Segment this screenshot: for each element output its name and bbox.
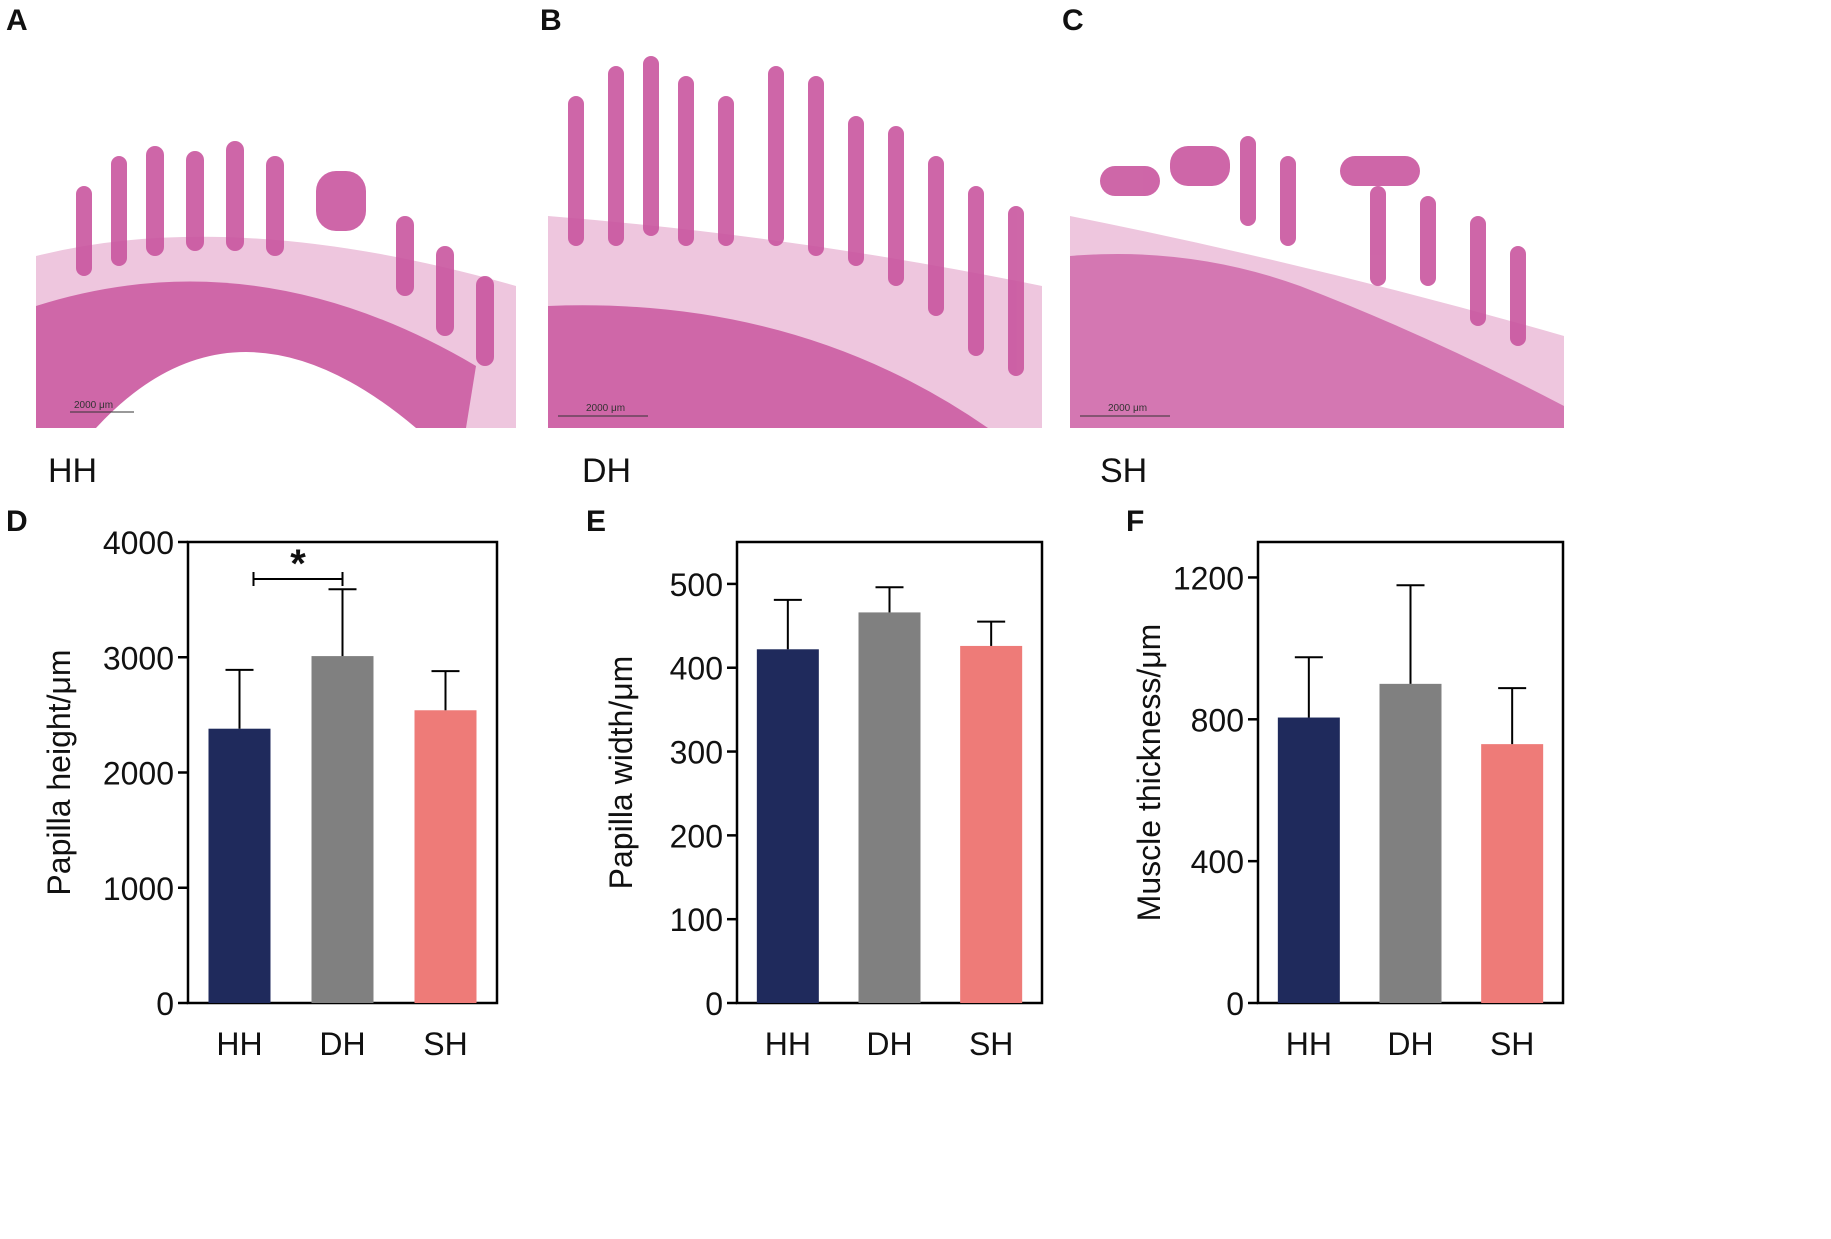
histology-image-dh: 2000 μm (548, 56, 1042, 428)
scale-bar-label-hh: 2000 μm (74, 400, 113, 411)
caption-hh: HH (48, 452, 98, 490)
bar-sh-d (414, 710, 477, 1003)
y-tick-label-d: 0 (156, 986, 174, 1022)
x-tick-label-hh-d: HH (216, 1026, 262, 1062)
y-axis-label-e: Papilla width/μm (603, 656, 639, 890)
x-tick-label-sh-e: SH (969, 1026, 1013, 1062)
y-tick-label-f: 1200 (1173, 560, 1244, 596)
bar-sh-e (960, 645, 1023, 1003)
y-tick-label-e: 400 (670, 651, 723, 687)
panel-letter-e: E (586, 505, 607, 538)
y-tick-label-f: 0 (1226, 986, 1244, 1022)
caption-sh: SH (1100, 452, 1148, 490)
y-tick-label-d: 4000 (103, 525, 174, 561)
panel-letter-a: A (6, 4, 28, 37)
y-tick-label-e: 100 (670, 902, 723, 938)
histology-image-hh: 2000 μm (36, 141, 516, 428)
y-tick-label-f: 400 (1191, 844, 1244, 880)
scale-bar-label-sh: 2000 μm (1108, 403, 1147, 414)
y-tick-label-e: 300 (670, 735, 723, 771)
y-tick-label-e: 0 (705, 986, 723, 1022)
histology-image-sh: 2000 μm (1070, 136, 1564, 428)
x-tick-label-hh-e: HH (765, 1026, 811, 1062)
y-axis-label-d: Papilla height/μm (41, 649, 77, 895)
scale-bar-label-dh: 2000 μm (586, 403, 625, 414)
panel-letter-d: D (6, 505, 28, 538)
panel-letter-b: B (540, 4, 562, 37)
x-tick-label-sh-d: SH (423, 1026, 467, 1062)
x-tick-label-dh-e: DH (866, 1026, 912, 1062)
y-tick-label-f: 800 (1191, 702, 1244, 738)
bar-hh-f (1277, 717, 1340, 1003)
x-tick-label-sh-f: SH (1490, 1026, 1534, 1062)
bar-dh-f (1379, 683, 1442, 1003)
significance-star: * (290, 542, 306, 586)
bar-hh-e (756, 649, 819, 1003)
y-tick-label-d: 1000 (103, 871, 174, 907)
bar-sh-f (1481, 744, 1544, 1003)
caption-dh: DH (582, 452, 632, 490)
y-tick-label-e: 200 (670, 818, 723, 854)
y-tick-label-d: 2000 (103, 756, 174, 792)
panel-letter-c: C (1062, 4, 1084, 37)
micrograph-hh: 2000 μm (36, 36, 516, 428)
x-tick-label-hh-f: HH (1286, 1026, 1332, 1062)
micrograph-dh: 2000 μm (548, 36, 1042, 428)
x-tick-label-dh-f: DH (1387, 1026, 1433, 1062)
bar-dh-e (858, 612, 921, 1003)
bar-hh-d (208, 728, 271, 1003)
y-tick-label-d: 3000 (103, 640, 174, 676)
y-axis-label-f: Muscle thickness/μm (1131, 624, 1167, 922)
panel-letter-f: F (1126, 505, 1145, 538)
micrograph-sh: 2000 μm (1070, 36, 1564, 428)
bar-dh-d (311, 656, 374, 1003)
y-tick-label-e: 500 (670, 567, 723, 603)
x-tick-label-dh-d: DH (319, 1026, 365, 1062)
